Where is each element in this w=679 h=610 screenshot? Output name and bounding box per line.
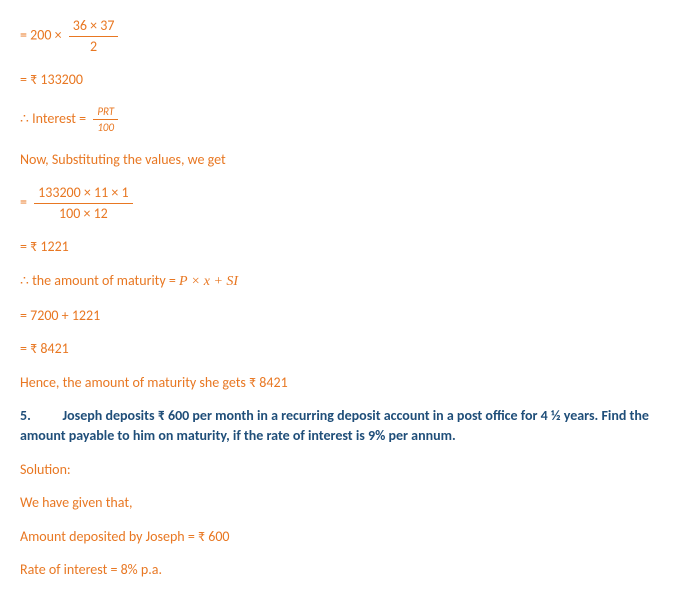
math-expr: P × x + SI [179, 274, 238, 289]
solution-line-3: Rate of interest = 8% p.a. [20, 560, 659, 580]
denominator: 2 [69, 37, 119, 57]
text-part: = [20, 194, 27, 211]
calc-line-5: = 133200 × 11 × 1 100 × 12 [20, 183, 659, 223]
fraction: 36 × 37 2 [69, 16, 119, 56]
text-part: = 200 × [20, 26, 62, 43]
fraction-small: PRT 100 [93, 104, 118, 136]
calc-line-4: Now, Substituting the values, we get [20, 150, 659, 170]
numerator: 36 × 37 [69, 16, 119, 37]
calc-line-2: = ₹ 133200 [20, 70, 659, 90]
calc-line-8: = 7200 + 1221 [20, 306, 659, 326]
fraction: 133200 × 11 × 1 100 × 12 [34, 183, 132, 223]
denominator: 100 [93, 120, 118, 135]
text-part: ∴ the amount of maturity = [20, 272, 179, 289]
calc-line-7: ∴ the amount of maturity = P × x + SI [20, 271, 659, 292]
denominator: 100 × 12 [34, 204, 132, 224]
numerator: PRT [93, 104, 118, 120]
solution-label: Solution: [20, 460, 659, 480]
text-part: ∴ Interest = [20, 110, 86, 127]
calc-line-3: ∴ Interest = PRT 100 [20, 104, 659, 136]
calc-line-1: = 200 × 36 × 37 2 [20, 16, 659, 56]
calc-line-10: Hence, the amount of maturity she gets ₹… [20, 373, 659, 393]
calc-line-9: = ₹ 8421 [20, 339, 659, 359]
question-number: 5. [20, 407, 31, 424]
numerator: 133200 × 11 × 1 [34, 183, 132, 204]
question-text: Joseph deposits ₹ 600 per month in a rec… [20, 407, 649, 444]
solution-line-1: We have given that, [20, 493, 659, 513]
question-5: 5. Joseph deposits ₹ 600 per month in a … [20, 406, 659, 445]
calc-line-6: = ₹ 1221 [20, 237, 659, 257]
solution-line-2: Amount deposited by Joseph = ₹ 600 [20, 527, 659, 547]
